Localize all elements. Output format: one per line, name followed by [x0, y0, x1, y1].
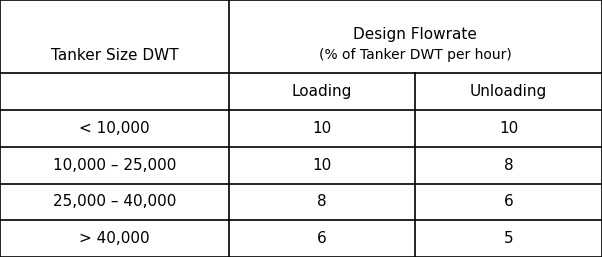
Text: 6: 6: [317, 231, 327, 246]
Text: Loading: Loading: [292, 84, 352, 99]
Text: 8: 8: [317, 195, 327, 209]
Text: Design Flowrate: Design Flowrate: [353, 27, 477, 42]
Text: Unloading: Unloading: [470, 84, 547, 99]
Text: 8: 8: [504, 158, 514, 173]
Text: 5: 5: [504, 231, 514, 246]
Text: 10: 10: [312, 158, 332, 173]
Text: 25,000 – 40,000: 25,000 – 40,000: [53, 195, 176, 209]
Text: < 10,000: < 10,000: [79, 121, 150, 136]
Text: 10: 10: [499, 121, 518, 136]
Text: 6: 6: [504, 195, 514, 209]
Text: 10,000 – 25,000: 10,000 – 25,000: [53, 158, 176, 173]
Text: 10: 10: [312, 121, 332, 136]
Text: Tanker Size DWT: Tanker Size DWT: [51, 48, 178, 62]
Text: > 40,000: > 40,000: [79, 231, 150, 246]
Text: (% of Tanker DWT per hour): (% of Tanker DWT per hour): [319, 48, 512, 62]
